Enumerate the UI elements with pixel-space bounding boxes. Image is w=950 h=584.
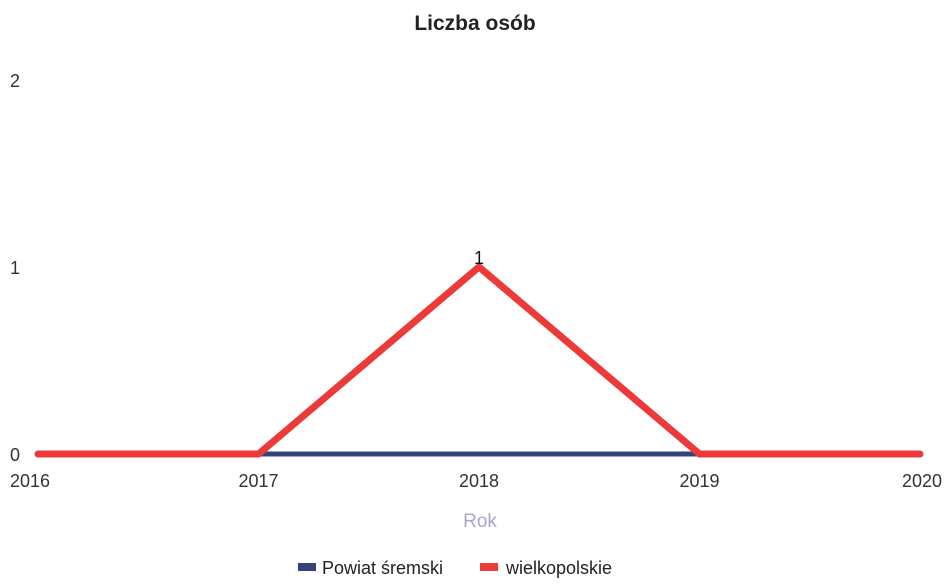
- data-labels: 1: [474, 248, 484, 268]
- legend-swatch: [298, 563, 316, 571]
- x-tick-label: 2020: [902, 471, 942, 491]
- legend-swatch: [480, 563, 498, 571]
- x-tick-label: 2018: [459, 471, 499, 491]
- x-tick-label: 2017: [238, 471, 278, 491]
- x-tick-label: 2016: [10, 471, 50, 491]
- x-tick-label: 2019: [679, 471, 719, 491]
- data-label: 1: [474, 248, 484, 268]
- y-tick-label: 0: [10, 445, 20, 465]
- x-axis-label: Rok: [463, 511, 497, 532]
- y-axis-ticks: 0 1 2: [10, 71, 20, 465]
- y-tick-label: 1: [10, 258, 20, 278]
- x-axis-ticks: 2016 2017 2018 2019 2020: [10, 471, 942, 491]
- legend-label: Powiat śremski: [322, 558, 443, 578]
- legend-label: wielkopolskie: [505, 558, 612, 578]
- chart-title: Liczba osób: [414, 12, 535, 35]
- series-layer: [34, 262, 924, 458]
- legend: Powiat śremski wielkopolskie: [298, 558, 612, 578]
- series-line-1: [34, 262, 924, 458]
- y-tick-label: 2: [10, 71, 20, 91]
